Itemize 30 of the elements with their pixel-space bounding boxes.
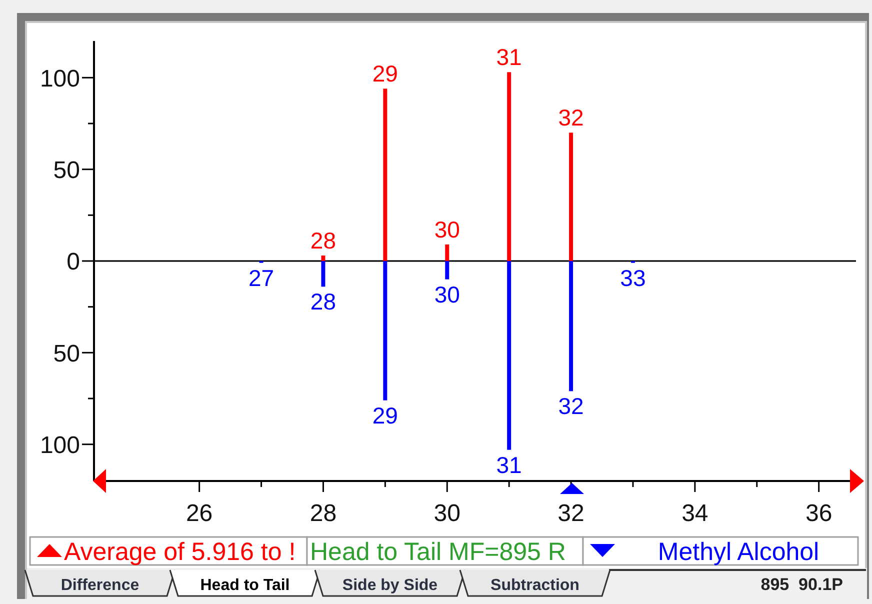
x-tick-label: 28 [310, 500, 337, 527]
annotation: 31 [496, 44, 522, 70]
y-tick-label: 50 [53, 156, 80, 184]
text: 895 90.1P [760, 575, 843, 594]
x-tick-label: 30 [434, 500, 460, 527]
annotation: 27 [248, 264, 274, 291]
annotation: 31 [496, 452, 522, 478]
annotation: 30 [434, 216, 460, 242]
annotation: 33 [620, 264, 646, 291]
legend-label: Average of 5.916 to ! [64, 538, 296, 566]
annotation: 28 [310, 288, 336, 315]
annotation: 30 [434, 281, 460, 308]
x-tick-label: 26 [186, 500, 213, 527]
annotation: 29 [372, 60, 398, 87]
y-tick-label: 100 [40, 65, 80, 92]
text: Head to Tail [200, 577, 290, 594]
annotation: 32 [558, 104, 584, 131]
text: Subtraction [490, 577, 580, 594]
y-tick-label: 0 [66, 248, 80, 276]
text: Side by Side [342, 577, 438, 594]
annotation: 32 [558, 393, 584, 420]
y-tick-label: 50 [53, 340, 80, 368]
annotation: 28 [310, 228, 336, 254]
legend-label: Methyl Alcohol [658, 538, 820, 566]
annotation: 29 [372, 402, 398, 428]
y-tick-label: 100 [40, 432, 80, 459]
x-tick-label: 36 [805, 500, 832, 527]
x-tick-label: 32 [558, 500, 584, 527]
x-tick-label: 34 [682, 500, 708, 527]
text: Difference [60, 577, 140, 594]
